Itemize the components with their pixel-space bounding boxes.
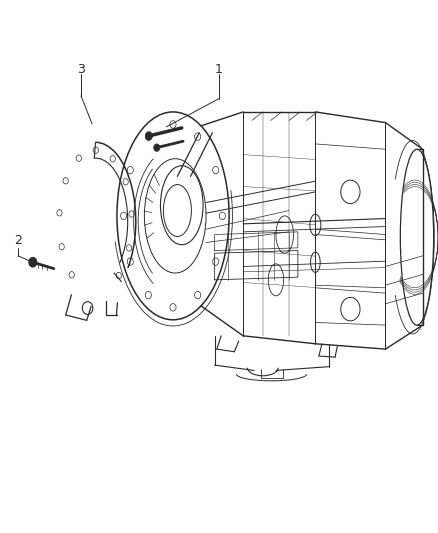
Circle shape bbox=[29, 257, 37, 267]
Text: 1: 1 bbox=[215, 63, 223, 76]
Text: 2: 2 bbox=[14, 235, 22, 247]
Text: 3: 3 bbox=[77, 63, 85, 76]
Circle shape bbox=[154, 144, 160, 151]
Circle shape bbox=[145, 132, 152, 140]
